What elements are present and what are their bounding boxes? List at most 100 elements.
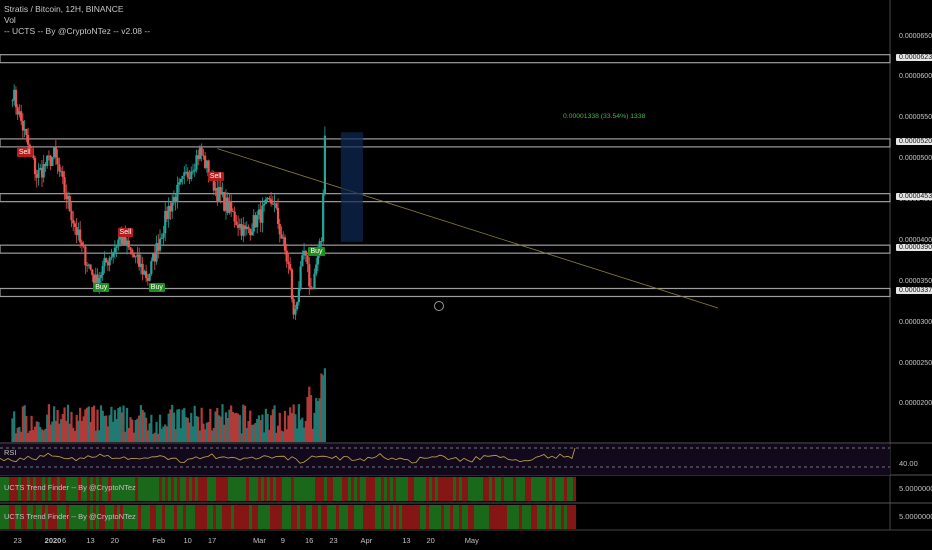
candle-body [292, 299, 295, 315]
volume-bar [309, 395, 313, 442]
candle-body [112, 252, 115, 257]
candle-body [271, 203, 274, 205]
volume-indicator-label[interactable]: Vol [4, 15, 16, 25]
volume-bar [228, 409, 231, 442]
trend-stripe [30, 477, 33, 501]
trend-finder-2-label[interactable]: UCTS Trend Finder -- By @CryptoNTez [4, 512, 136, 521]
volume-bar [188, 422, 191, 442]
trend-stripe [450, 477, 453, 501]
trend-stripe [333, 505, 336, 529]
ucts-indicator-label[interactable]: -- UCTS -- By @CryptoNTez -- v2.08 -- [4, 26, 151, 36]
candle-body [318, 241, 321, 253]
candle-body [283, 237, 287, 251]
candle-body [92, 275, 96, 284]
trend-stripe [267, 477, 270, 501]
symbol-title[interactable]: Stratis / Bitcoin, 12H, BINANCE [4, 4, 124, 14]
trend-stripe [129, 477, 132, 501]
candle-body [294, 309, 297, 315]
volume-bar [184, 417, 188, 442]
trend-stripe [369, 505, 372, 529]
volume-bar [92, 405, 96, 442]
trend-stripe [150, 505, 153, 529]
candle-body [322, 193, 325, 242]
trend-stripe [345, 477, 348, 501]
candle-body [73, 223, 77, 227]
trend-stripe [252, 477, 255, 501]
candle-body [172, 197, 175, 203]
volume-bar [127, 428, 130, 442]
time-tick-label: 20 [426, 536, 435, 545]
trend-stripe [252, 505, 255, 529]
volume-bar [247, 421, 250, 442]
volume-bar [91, 407, 94, 442]
candle-body [202, 155, 205, 157]
trend-stripe [540, 477, 543, 501]
volume-bar [223, 424, 226, 442]
volume-bar [308, 386, 311, 442]
trend-stripe [519, 477, 522, 501]
alarm-clock-icon[interactable] [434, 301, 444, 311]
trend-stripe [336, 477, 339, 501]
trend-stripe [465, 477, 468, 501]
candle-body [235, 221, 238, 226]
volume-bar [39, 427, 42, 442]
trend-stripe [291, 477, 294, 501]
volume-bar [42, 430, 45, 442]
volume-bar [23, 405, 26, 442]
candle-body [68, 196, 71, 212]
trend-stripe [45, 477, 48, 501]
trend-stripe [168, 477, 171, 501]
volume-bar [16, 427, 19, 442]
trend-stripe [282, 477, 285, 501]
candle-body [139, 263, 143, 267]
trend-stripe [570, 477, 573, 501]
volume-bar [240, 433, 243, 442]
level-band [0, 244, 891, 254]
trend-stripe [411, 477, 414, 501]
trend-stripe [6, 505, 9, 529]
trend-stripe [231, 477, 234, 501]
volume-bar [297, 404, 300, 442]
trend-stripe [135, 505, 138, 529]
trend-stripe [507, 477, 510, 501]
candle-body [269, 199, 273, 204]
volume-bar [221, 404, 224, 442]
trend-stripe [57, 505, 60, 529]
trend-stripe [255, 505, 258, 529]
trend-stripe [84, 477, 87, 501]
candle-body [150, 260, 153, 274]
candle-body [106, 262, 110, 266]
candle-body [20, 111, 23, 121]
trend-stripe [225, 477, 228, 501]
rsi-line [0, 447, 576, 464]
candle-body [193, 169, 196, 172]
trend-stripe [144, 505, 147, 529]
trend-stripe [444, 477, 447, 501]
rsi-pane-label[interactable]: RSI [4, 448, 17, 457]
trend-stripe [561, 477, 564, 501]
trend-stripe [531, 477, 534, 501]
candle-body [96, 274, 99, 287]
trend-stripe [12, 505, 15, 529]
candle-body [299, 266, 302, 290]
time-tick-label: 23 [329, 536, 338, 545]
trend-finder-1-label[interactable]: UCTS Trend Finder -- By @CryptoNTez [4, 483, 136, 492]
volume-bar [294, 414, 297, 442]
volume-bar [110, 406, 113, 442]
trend-stripe [147, 505, 150, 529]
candle-body [289, 264, 292, 270]
trend-stripe [165, 505, 168, 529]
trend-stripe [360, 505, 363, 529]
volume-bar [304, 420, 307, 442]
candle-body [308, 264, 311, 287]
candle-body [247, 226, 250, 229]
candle-body [115, 246, 118, 248]
rsi-axis-value: 40.00 [899, 459, 918, 468]
trend-stripe [393, 505, 396, 529]
trend-stripe [138, 477, 141, 501]
